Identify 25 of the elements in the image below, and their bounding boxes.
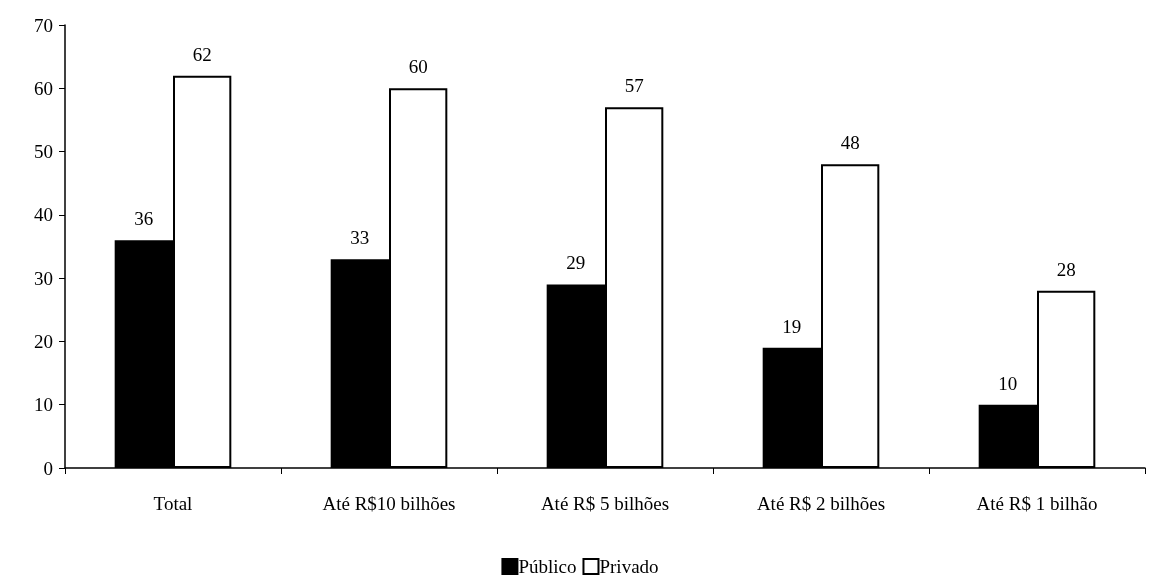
x-tick-label: Até R$10 bilhões	[322, 493, 456, 514]
y-tick-label: 20	[34, 330, 53, 352]
data-label: 48	[840, 132, 860, 154]
data-label: 33	[350, 227, 370, 249]
x-tick-label: Até R$ 2 bilhões	[756, 493, 886, 514]
data-label: 19	[782, 315, 802, 337]
data-label: 10	[998, 372, 1018, 394]
legend-label: Privado	[599, 556, 659, 577]
y-tick-label: 60	[34, 77, 53, 99]
y-tick-label: 0	[43, 457, 53, 479]
y-tick-label: 30	[34, 267, 53, 289]
data-label: 57	[624, 75, 644, 97]
data-label: 60	[408, 56, 428, 78]
x-tick-label: Até R$ 5 bilhões	[540, 493, 670, 514]
data-label: 62	[192, 43, 212, 65]
y-tick-label: 40	[34, 204, 53, 226]
x-tick-label: Total	[153, 493, 193, 514]
legend-label: Público	[518, 556, 577, 577]
y-tick-label: 10	[34, 394, 53, 416]
data-label: 29	[566, 252, 586, 274]
y-tick-label: 70	[34, 14, 53, 36]
data-label: 28	[1056, 258, 1076, 280]
y-tick-label: 50	[34, 141, 53, 163]
x-tick-label: Até R$ 1 bilhão	[976, 493, 1098, 514]
data-label: 36	[134, 208, 154, 230]
